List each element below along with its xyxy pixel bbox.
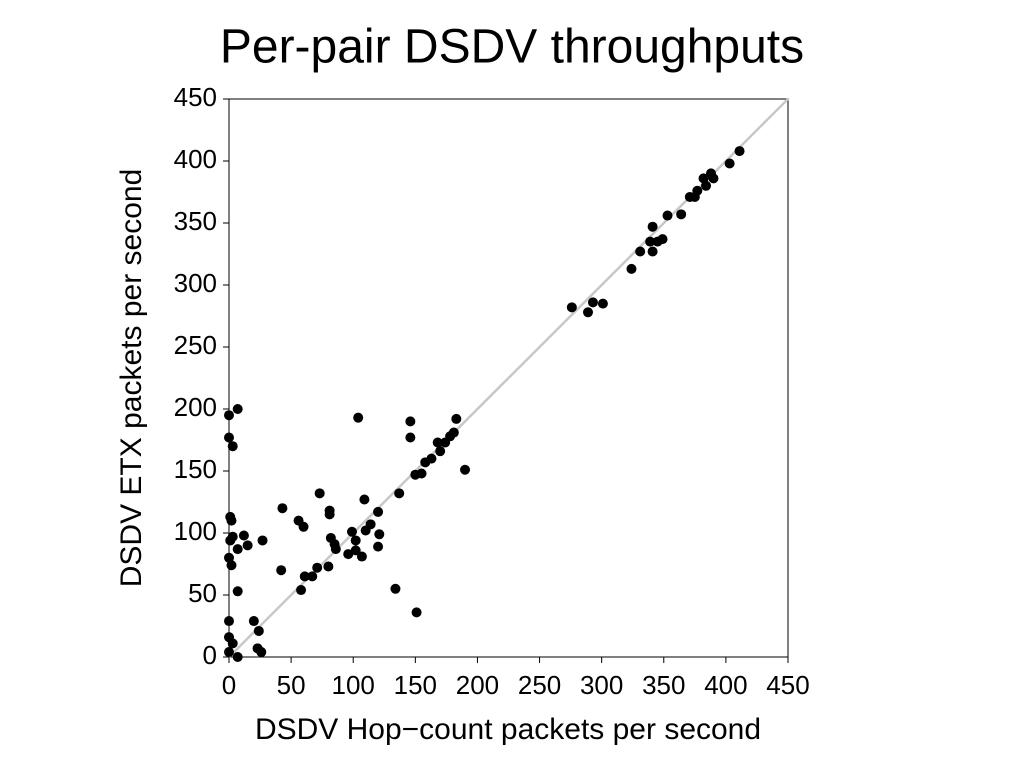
point — [390, 583, 401, 594]
y-tick-label: 0 — [203, 640, 217, 670]
point — [226, 560, 237, 571]
point — [583, 307, 594, 318]
chart-title: Per-pair DSDV throughputs — [220, 21, 804, 74]
point — [645, 236, 656, 247]
point — [435, 446, 446, 457]
y-tick-label: 450 — [174, 82, 217, 112]
x-axis-label: DSDV Hop−count packets per second — [255, 713, 761, 746]
point — [373, 541, 384, 552]
x-tick-label: 250 — [518, 670, 561, 700]
point — [373, 506, 384, 517]
point — [232, 544, 243, 555]
y-tick-label: 200 — [174, 392, 217, 422]
point — [242, 540, 253, 551]
point — [451, 413, 462, 424]
point — [647, 221, 658, 232]
y-tick-label: 350 — [174, 206, 217, 236]
y-tick-label: 150 — [174, 454, 217, 484]
point — [298, 521, 309, 532]
point — [226, 515, 237, 526]
point — [708, 173, 719, 184]
point — [330, 544, 341, 555]
plot-frame — [228, 98, 789, 658]
point — [647, 246, 658, 257]
x-tick-label: 450 — [766, 670, 809, 700]
point — [416, 468, 427, 479]
point — [405, 416, 416, 427]
point — [257, 535, 268, 546]
point — [232, 652, 243, 662]
point — [323, 561, 334, 572]
x-tick-label: 200 — [456, 670, 499, 700]
point — [448, 427, 459, 438]
x-tick-label: 50 — [277, 670, 306, 700]
point — [724, 158, 735, 169]
point — [324, 509, 335, 520]
x-tick-label: 100 — [332, 670, 375, 700]
x-tick-label: 150 — [394, 670, 437, 700]
point — [374, 529, 385, 540]
point — [635, 246, 646, 257]
point — [224, 616, 234, 627]
point — [232, 586, 243, 597]
y-tick-label: 400 — [174, 144, 217, 174]
y-tick-label: 50 — [188, 578, 217, 608]
point — [227, 638, 238, 649]
point — [394, 488, 405, 499]
point — [356, 551, 367, 562]
point — [224, 410, 234, 421]
point — [227, 441, 238, 452]
point — [346, 526, 357, 537]
x-tick-label: 0 — [222, 670, 236, 700]
y-tick-label: 300 — [174, 268, 217, 298]
point — [353, 412, 364, 423]
point — [460, 464, 471, 475]
point — [701, 180, 712, 191]
point — [232, 404, 243, 414]
y-axis-label: DSDV ETX packets per second — [115, 169, 148, 588]
point — [276, 565, 287, 576]
point — [299, 571, 310, 582]
y-tick-label: 250 — [174, 330, 217, 360]
point — [566, 302, 577, 313]
point — [662, 210, 673, 221]
point — [597, 298, 608, 309]
point — [657, 234, 668, 245]
point — [312, 562, 323, 573]
point — [307, 571, 318, 582]
point — [343, 549, 354, 560]
point — [411, 607, 422, 618]
point — [692, 185, 703, 196]
x-tick-label: 400 — [704, 670, 747, 700]
point — [227, 531, 238, 542]
point — [256, 647, 267, 658]
point — [626, 263, 637, 274]
point — [296, 585, 307, 596]
point — [426, 453, 437, 464]
point — [224, 647, 234, 658]
point — [350, 535, 361, 546]
x-tick-label: 350 — [642, 670, 685, 700]
point — [277, 503, 288, 514]
point — [365, 519, 376, 530]
point — [350, 545, 361, 556]
y-tick-label: 100 — [174, 516, 217, 546]
point — [238, 530, 249, 541]
point — [359, 494, 370, 505]
point — [314, 488, 325, 499]
point — [253, 625, 264, 636]
point — [224, 432, 234, 443]
point — [587, 297, 598, 308]
point — [734, 146, 745, 157]
point — [432, 437, 443, 448]
point — [405, 432, 416, 443]
point — [676, 209, 687, 220]
x-tick-label: 300 — [580, 670, 623, 700]
point — [248, 616, 259, 627]
